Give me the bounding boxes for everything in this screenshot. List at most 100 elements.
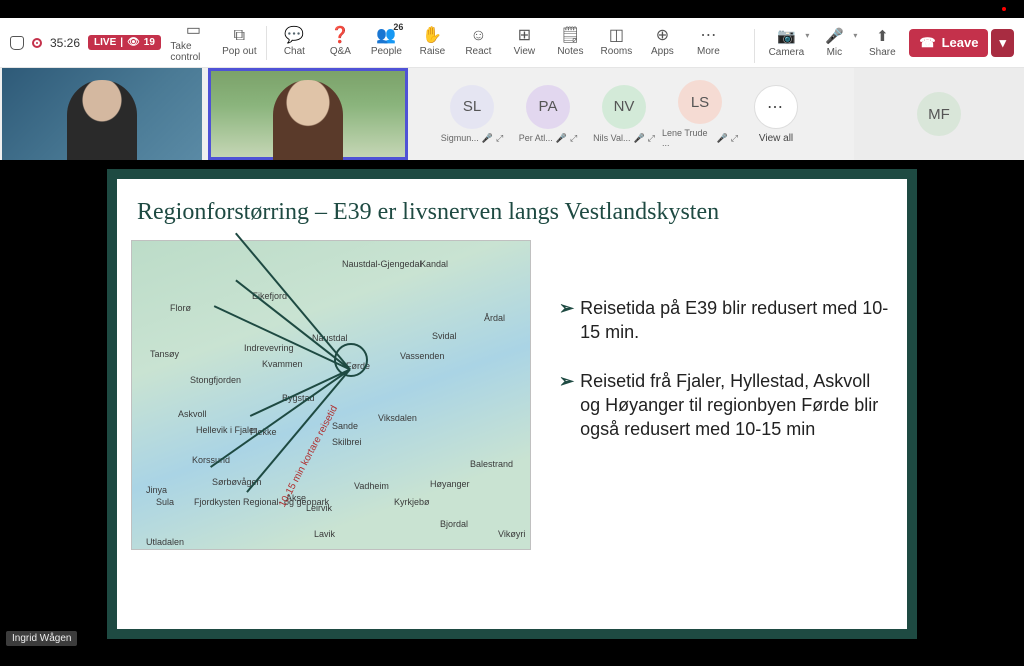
map-label: Kvammen <box>262 359 303 369</box>
bullet-text: Reisetida på E39 blir redusert med 10-15… <box>580 296 893 345</box>
chat-button[interactable]: 💬Chat <box>271 19 317 67</box>
arrow-icon: ➢ <box>559 296 574 345</box>
video-tile-active[interactable] <box>208 68 408 160</box>
dots-icon: ⋯ <box>754 85 798 129</box>
notes-button[interactable]: 🗒 Notes <box>547 19 593 67</box>
qa-button[interactable]: ❓ Q&A <box>317 19 363 67</box>
pop-out-button[interactable]: ⧉ Pop out <box>216 19 262 67</box>
map-label: Svidal <box>432 331 457 341</box>
person-silhouette-icon <box>67 80 137 160</box>
view-all-button[interactable]: ⋯ View all <box>738 68 814 160</box>
apps-icon: ⊕ <box>656 28 669 44</box>
expand-icon[interactable]: ⤢ <box>731 133 738 144</box>
raise-button[interactable]: ✋ Raise <box>409 19 455 67</box>
notes-icon: 🗒 <box>560 28 580 44</box>
map-label: Utladalen <box>146 537 184 547</box>
leave-options-button[interactable]: ▾ <box>991 29 1014 57</box>
popout-icon: ⧉ <box>234 28 245 44</box>
label: Pop out <box>222 46 256 57</box>
eye-icon: 👁 <box>127 37 140 48</box>
map-label: Balestrand <box>470 459 513 469</box>
map-label: Årdal <box>484 313 505 323</box>
bullet-item: ➢Reisetid frå Fjaler, Hyllestad, Askvoll… <box>559 369 893 442</box>
bullet-item: ➢Reisetida på E39 blir redusert med 10-1… <box>559 296 893 345</box>
participant-name-overlay: Ingrid Wågen <box>6 631 77 646</box>
bullet-list: ➢Reisetida på E39 blir redusert med 10-1… <box>559 240 893 465</box>
leave-button[interactable]: ☎Leave <box>909 29 988 57</box>
react-button[interactable]: ☺React <box>455 19 501 67</box>
map-label: Skilbrei <box>332 437 362 447</box>
chevron-down-icon[interactable]: ▾ <box>853 31 857 40</box>
self-avatar: MF <box>917 92 961 136</box>
map-label: Sande <box>332 421 358 431</box>
separator <box>266 26 267 60</box>
share-icon: ⬆ <box>876 27 889 45</box>
view-all-label: View all <box>759 133 793 144</box>
participant-avatar[interactable]: PAPer Atl...🎤⤢ <box>510 68 586 160</box>
notification-dot-icon <box>1002 7 1006 11</box>
participant-avatar[interactable]: SLSigmun...🎤⤢ <box>434 68 510 160</box>
viewer-count: 19 <box>144 37 155 48</box>
separator: | <box>120 37 123 48</box>
expand-icon[interactable]: ⤢ <box>570 133 577 144</box>
shield-icon[interactable] <box>10 36 24 50</box>
toolbar-left: 35:26 LIVE | 👁 19 <box>10 35 161 50</box>
qa-icon: ❓ <box>330 28 350 44</box>
share-button[interactable]: ⬆ Share <box>861 27 903 58</box>
expand-icon[interactable]: ⤢ <box>496 133 503 144</box>
toolbar-right: 📷▾Camera 🎤▾Mic ⬆ Share ☎Leave ▾ <box>750 22 1014 63</box>
participant-controls: Nils Val...🎤⤢ <box>593 133 655 144</box>
label: Share <box>869 47 896 58</box>
people-button[interactable]: 26👥People <box>363 19 409 67</box>
spacer <box>408 68 434 160</box>
toolbar-center: ▭Take control ⧉ Pop out 💬Chat ❓ Q&A 26👥Peo… <box>170 19 731 67</box>
chevron-down-icon[interactable]: ▾ <box>805 31 809 40</box>
participant-name: Per Atl... <box>519 133 553 143</box>
participant-controls: Lene Trude ...🎤⤢ <box>662 128 738 148</box>
label: View <box>514 46 536 57</box>
recording-icon <box>32 38 42 48</box>
map-label: Lavik <box>314 529 335 539</box>
take-control-button[interactable]: ▭Take control <box>170 19 216 67</box>
map-label: Viksdalen <box>378 413 417 423</box>
hand-icon: ✋ <box>422 28 442 44</box>
participant-avatar[interactable]: NVNils Val...🎤⤢ <box>586 68 662 160</box>
meeting-duration: 35:26 <box>50 36 80 50</box>
video-tile[interactable] <box>2 68 202 160</box>
avatar-circle: PA <box>526 85 570 129</box>
label: More <box>697 46 720 57</box>
view-button[interactable]: ⊞View <box>501 19 547 67</box>
slide-frame: Regionforstørring – E39 er livsnerven la… <box>107 169 917 639</box>
rooms-icon: ◫ <box>609 28 624 44</box>
more-button[interactable]: ⋯More <box>685 19 731 67</box>
person-silhouette-icon <box>273 80 343 160</box>
map-label: Naustdal-Gjengedal <box>342 259 422 269</box>
expand-icon[interactable]: ⤢ <box>648 133 655 144</box>
map-label: Høyanger <box>430 479 470 489</box>
label: Raise <box>420 46 446 57</box>
apps-button[interactable]: ⊕Apps <box>639 19 685 67</box>
people-count: 26 <box>393 22 403 32</box>
camera-button[interactable]: 📷▾Camera <box>765 27 807 58</box>
avatar-circle: LS <box>678 80 722 124</box>
participant-name: Nils Val... <box>593 133 630 143</box>
label: Camera <box>769 47 805 58</box>
mic-icon: 🎤 <box>717 133 728 144</box>
rooms-button[interactable]: ◫Rooms <box>593 19 639 67</box>
participant-name: Sigmun... <box>441 133 479 143</box>
map-label: Vikøyri <box>498 529 525 539</box>
letterbox-top <box>0 0 1024 18</box>
label: Notes <box>557 46 583 57</box>
participant-avatar[interactable]: LS Lene Trude ...🎤⤢ <box>662 68 738 160</box>
live-label: LIVE <box>94 37 116 48</box>
self-tile[interactable]: MF <box>854 68 1024 160</box>
live-badge: LIVE | 👁 19 <box>88 35 161 50</box>
map-label: Askvoll <box>178 409 207 419</box>
phone-icon: ☎ <box>919 35 935 51</box>
participant-name: Lene Trude ... <box>662 128 714 148</box>
screen-icon: ▭ <box>186 23 201 39</box>
label: Q&A <box>330 46 351 57</box>
bullet-text: Reisetid frå Fjaler, Hyllestad, Askvoll … <box>580 369 893 442</box>
slide-content: Regionforstørring – E39 er livsnerven la… <box>131 193 893 615</box>
mic-button[interactable]: 🎤▾Mic <box>813 27 855 58</box>
